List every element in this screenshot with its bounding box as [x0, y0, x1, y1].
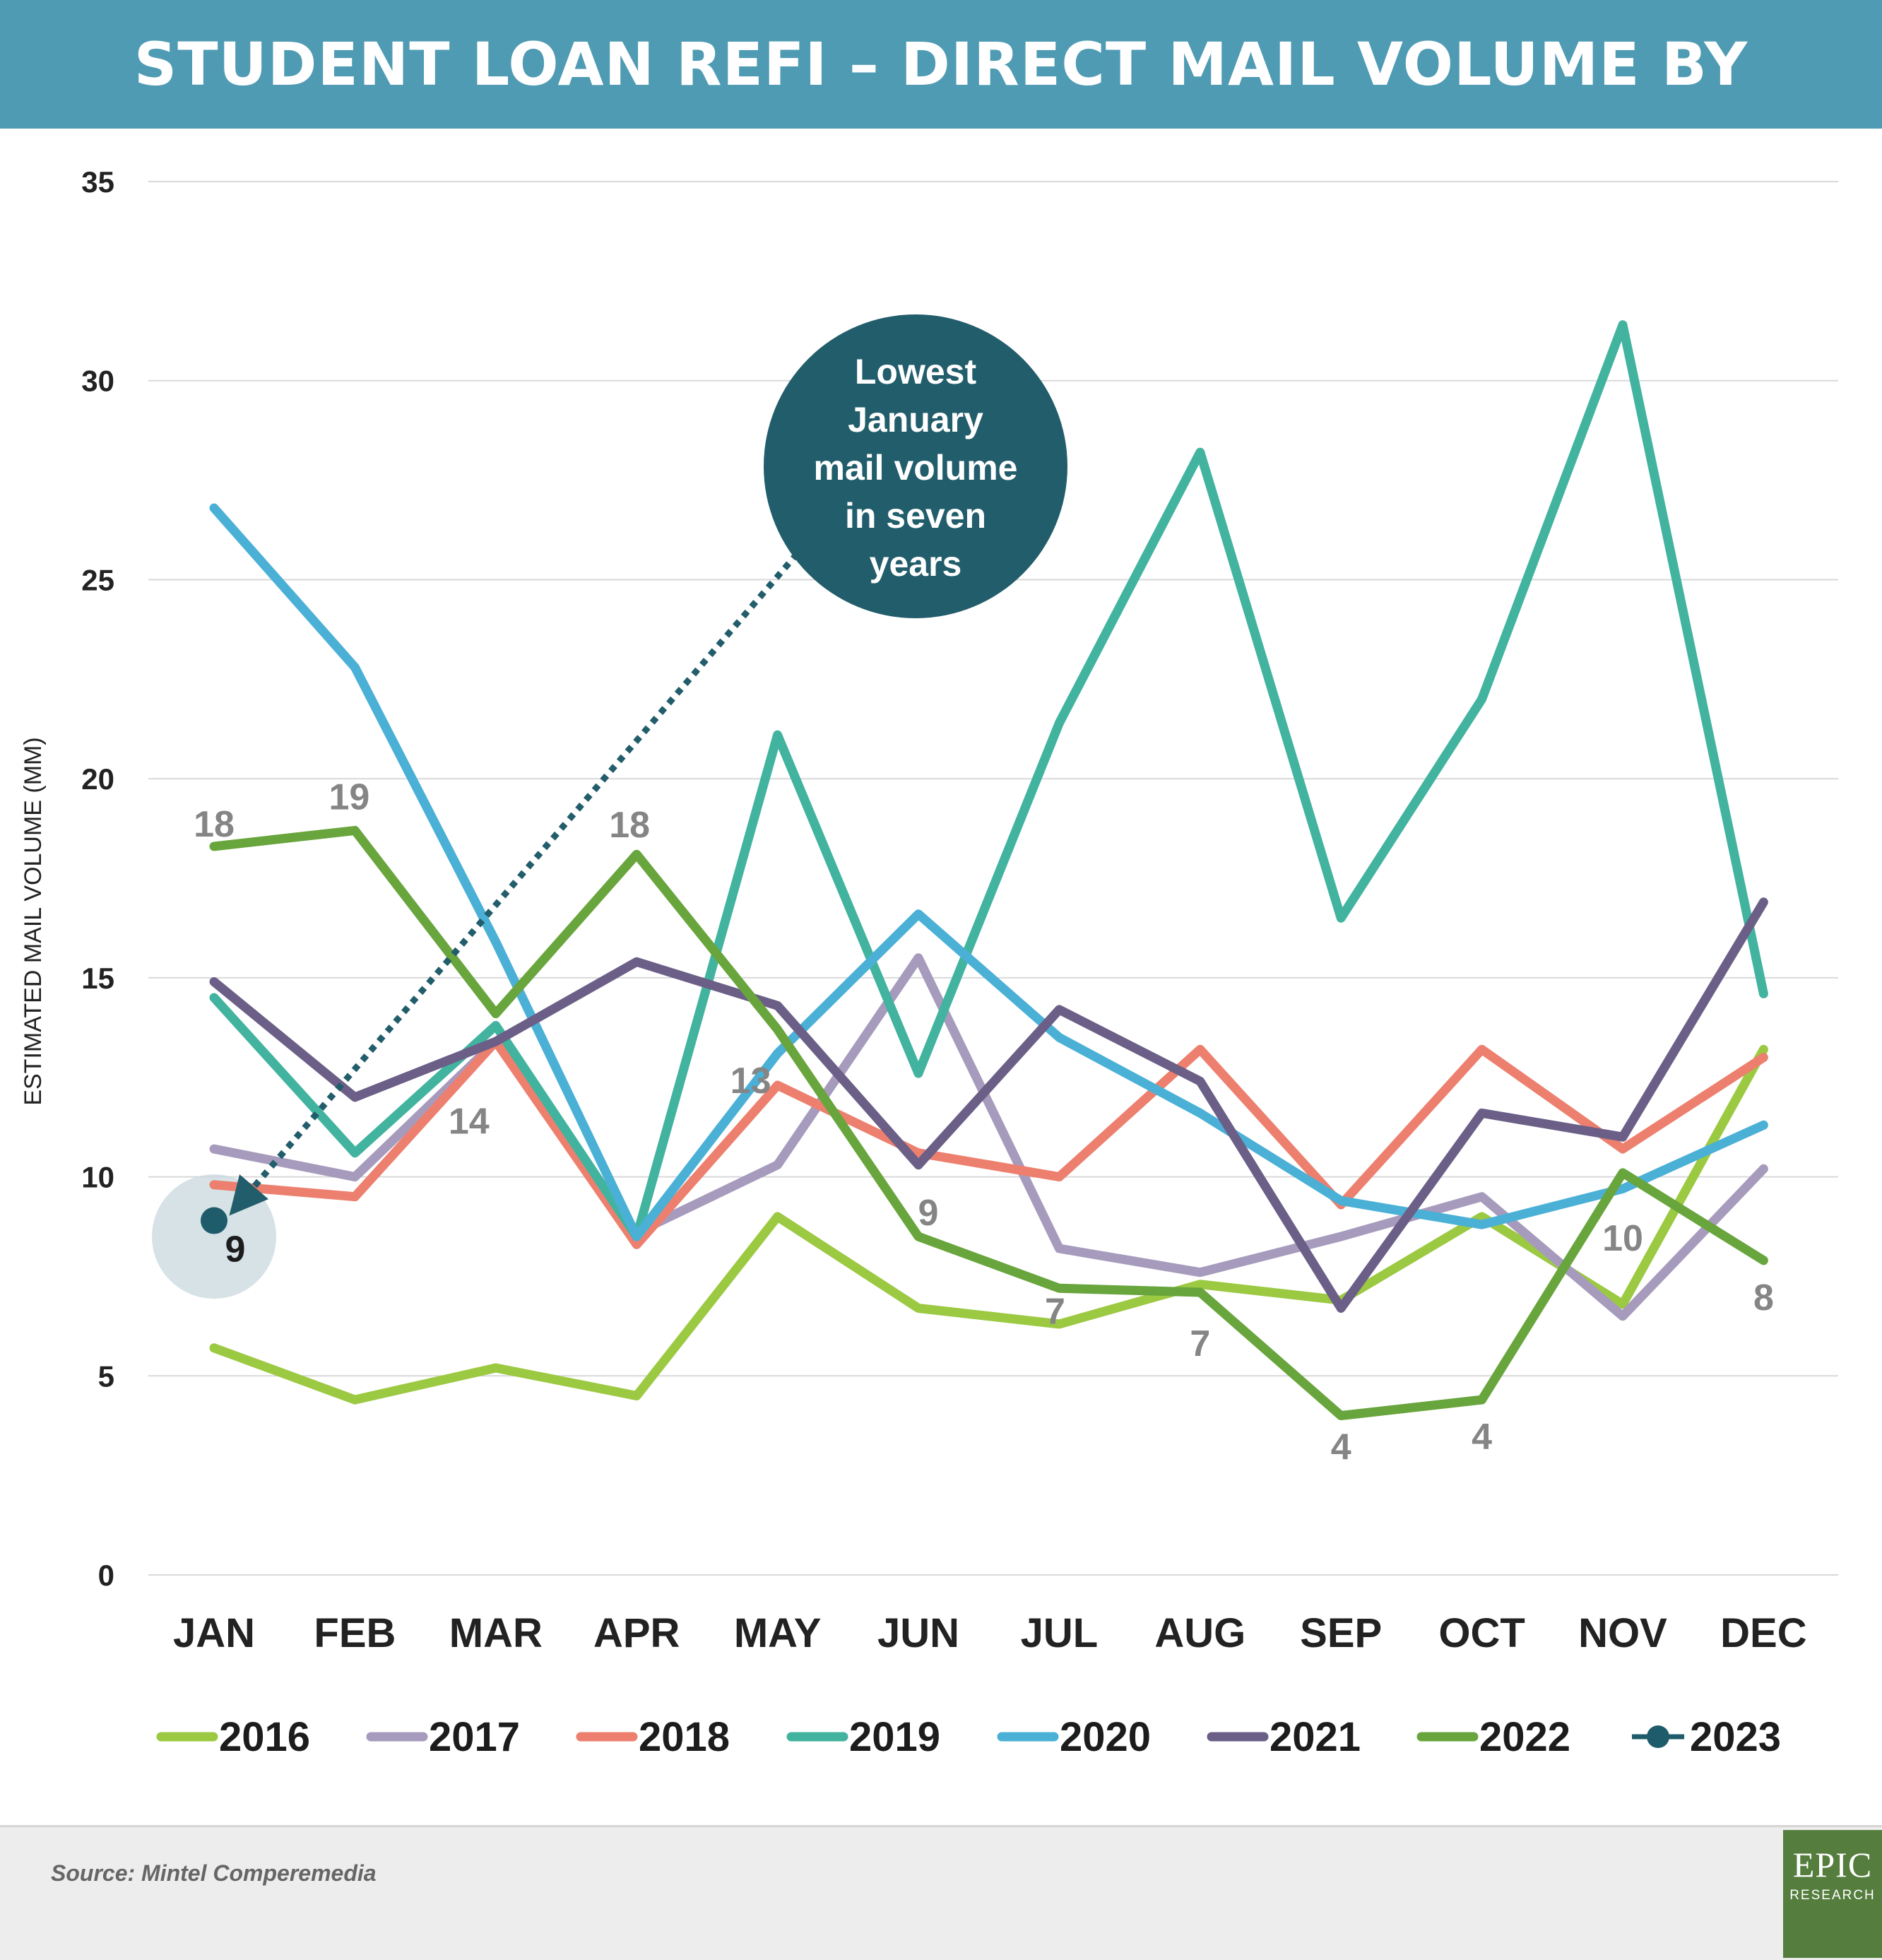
series-point-2023 [201, 1207, 227, 1234]
data-label: 18 [609, 805, 650, 846]
chart-title: STUDENT LOAN REFI – DIRECT MAIL VOLUME B… [134, 30, 1748, 228]
x-tick-label: DEC [1720, 1610, 1806, 1656]
callout-text: Lowest [855, 352, 977, 391]
legend-label-2016: 2016 [219, 1714, 310, 1760]
x-tick-label: FEB [314, 1610, 396, 1656]
legend-label-2023: 2023 [1690, 1714, 1781, 1760]
series-lines [201, 320, 1768, 1421]
callout-text: January [848, 400, 983, 439]
data-label: 7 [1190, 1323, 1210, 1364]
y-tick-label: 5 [98, 1359, 114, 1393]
x-tick-label: AUG [1154, 1610, 1245, 1656]
series-line-2021 [209, 897, 1768, 1313]
x-tick-label: NOV [1578, 1610, 1667, 1656]
legend-marker-2023 [1647, 1725, 1669, 1748]
callout-text: years [870, 544, 962, 584]
data-label: 9 [918, 1193, 939, 1234]
data-label: 8 [1753, 1277, 1774, 1318]
logo-text: EPIC [1792, 1845, 1873, 1884]
data-label: 4 [1472, 1417, 1492, 1458]
data-labels: 18 19 14 18 13 9 7 7 4 4 10 8 9 [194, 777, 1774, 1468]
series-line-2022 [209, 825, 1768, 1421]
y-tick-label: 10 [81, 1161, 114, 1194]
series-line-2018 [209, 1037, 1768, 1249]
callout-text: in seven [845, 496, 986, 536]
data-label: 19 [329, 777, 369, 817]
x-tick-label: MAR [449, 1610, 543, 1656]
x-tick-label: JAN [173, 1610, 255, 1656]
series-line-2020 [209, 503, 1768, 1241]
x-tick-label: JUN [877, 1610, 959, 1656]
legend-label-2018: 2018 [639, 1714, 730, 1760]
series-line-2016 [209, 1044, 1768, 1405]
y-tick-label: 35 [81, 165, 114, 199]
data-label: 10 [1602, 1218, 1643, 1259]
callout-text: mail volume [814, 448, 1018, 488]
legend: 2016 2017 2018 2019 2020 2021 2022 2023 [156, 1714, 1781, 1760]
x-tick-label: JUL [1021, 1610, 1099, 1656]
y-tick-label: 15 [81, 962, 114, 995]
callout: Lowest January mail volume in seven years [229, 314, 1067, 1216]
legend-label-2019: 2019 [849, 1714, 940, 1760]
data-label: 13 [730, 1061, 771, 1102]
title-banner [0, 0, 1882, 129]
data-label: 7 [1045, 1291, 1065, 1332]
legend-label-2021: 2021 [1270, 1714, 1361, 1760]
legend-label-2022: 2022 [1479, 1714, 1570, 1760]
logo-subtext: RESEARCH [1789, 1888, 1876, 1903]
x-tick-label: SEP [1300, 1610, 1382, 1656]
y-tick-label: 30 [81, 365, 114, 398]
legend-label-2017: 2017 [429, 1714, 520, 1760]
line-chart: 0 5 10 15 20 25 30 35 ESTIMATED MAIL VOLUME (MM… [20, 165, 1838, 1760]
epic-research-logo: EPIC RESEARCH [1783, 1830, 1882, 1958]
callout-arrow [229, 542, 808, 1216]
y-tick-label: 20 [81, 762, 114, 796]
x-tick-label: MAY [734, 1610, 822, 1656]
source-note: Source: Mintel Comperemedia [51, 1860, 377, 1886]
y-tick-label: 0 [98, 1559, 114, 1592]
data-label: 14 [449, 1102, 490, 1143]
x-axis-ticks: JAN FEB MAR APR MAY JUN JUL AUG SEP OCT NOV DEC [173, 1610, 1807, 1656]
y-axis-label: ESTIMATED MAIL VOLUME (MM) [20, 737, 47, 1105]
callout-bubble [764, 314, 1067, 618]
data-label: 9 [225, 1229, 246, 1270]
footer-bar [0, 1825, 1882, 1960]
x-tick-label: OCT [1438, 1610, 1525, 1656]
data-label: 18 [194, 804, 235, 845]
x-tick-label: APR [593, 1610, 680, 1656]
data-label: 4 [1331, 1427, 1351, 1468]
y-tick-label: 25 [81, 563, 114, 596]
y-axis-ticks: 0 5 10 15 20 25 30 35 [81, 165, 114, 1592]
legend-label-2020: 2020 [1060, 1714, 1151, 1760]
